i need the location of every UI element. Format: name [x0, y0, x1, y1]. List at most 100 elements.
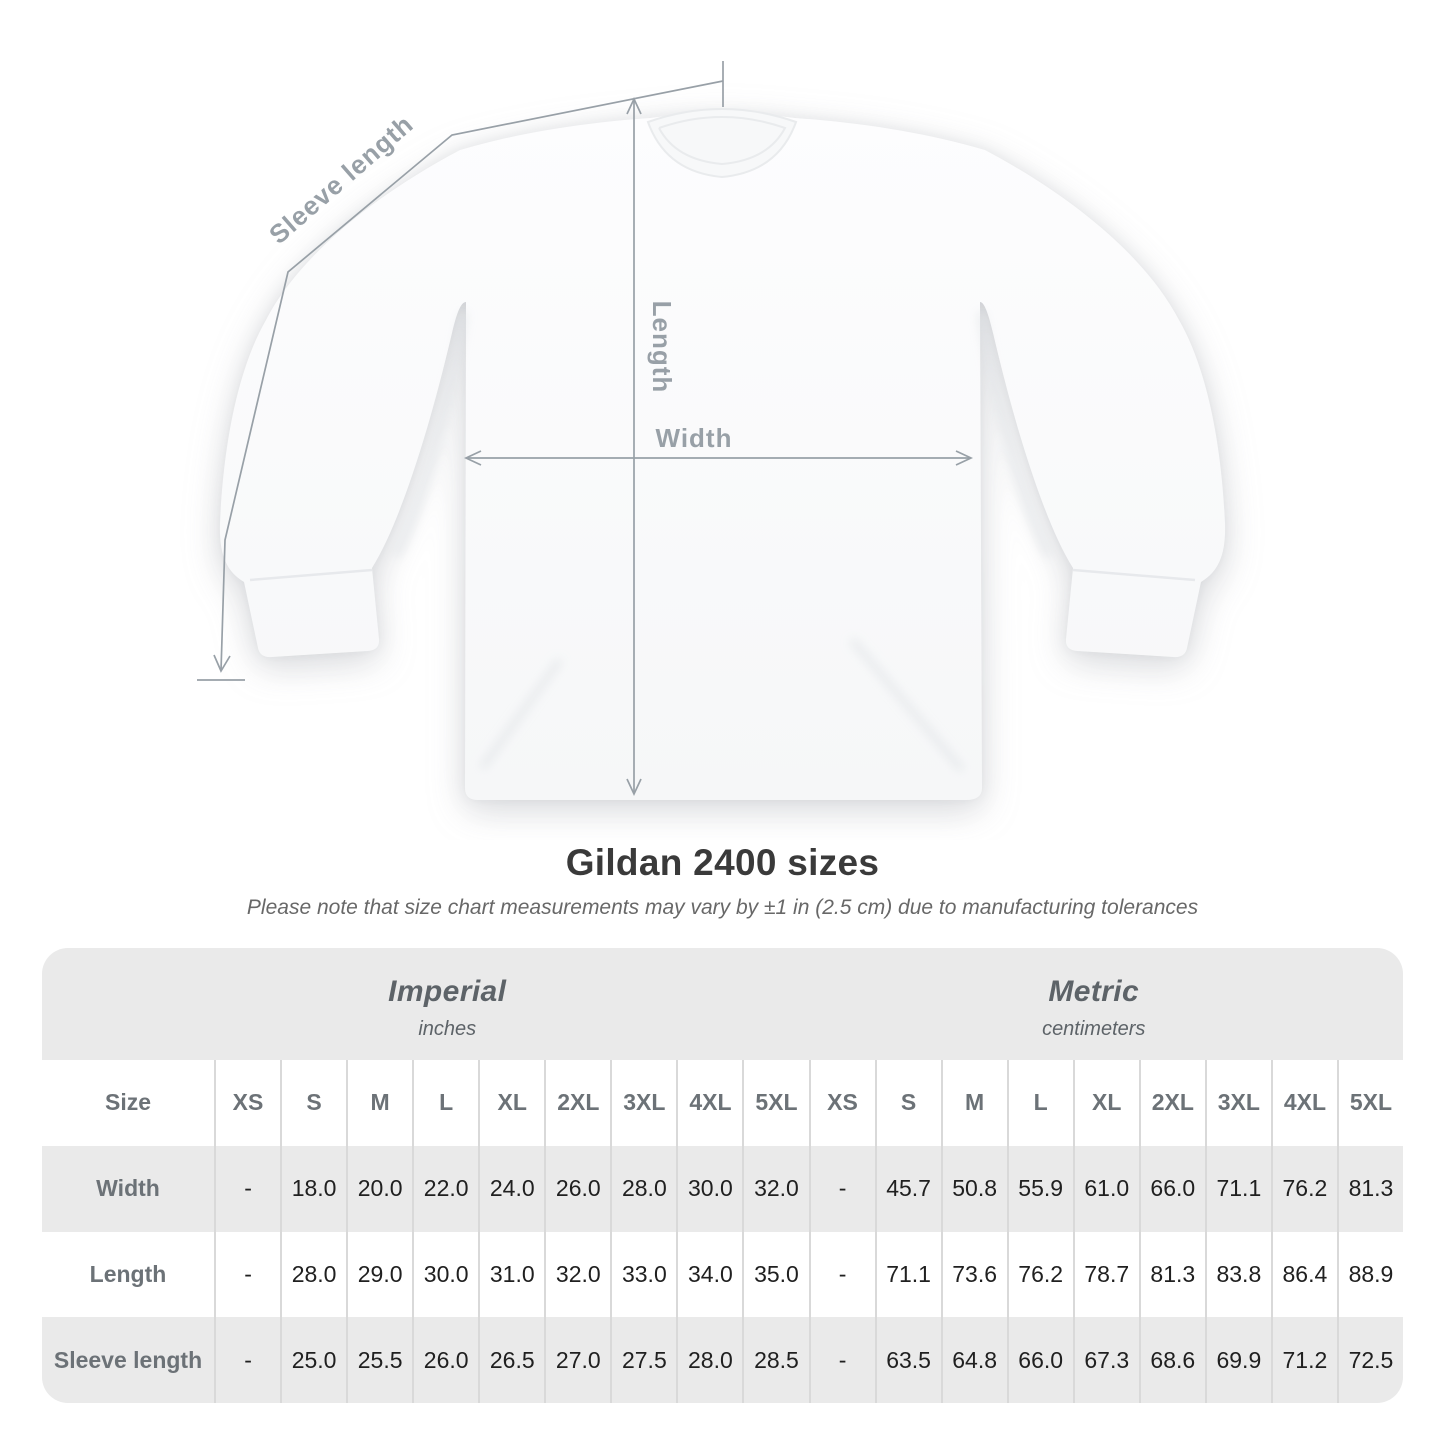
- value-cell: -: [214, 1145, 280, 1232]
- size-header-cell: M: [940, 1060, 1007, 1146]
- shirt-diagram-svg: Sleeve length Length Width: [197, 61, 1226, 800]
- size-header-cell: 2XL: [544, 1060, 611, 1146]
- right-cuff-seam: [1072, 568, 1196, 582]
- size-header-cell: XL: [478, 1060, 545, 1146]
- value-cell: 76.2: [1006, 1231, 1073, 1318]
- value-cell: 30.0: [412, 1231, 479, 1318]
- value-cell: 71.2: [1270, 1317, 1337, 1403]
- value-cell: 55.9: [1006, 1145, 1073, 1232]
- size-header-cell: 3XL: [1204, 1060, 1271, 1146]
- value-cell: 31.0: [478, 1231, 545, 1318]
- value-cell: -: [214, 1317, 280, 1403]
- value-cell: -: [808, 1145, 875, 1232]
- value-cell: 72.5: [1336, 1317, 1403, 1403]
- shirt-collar: [646, 108, 798, 179]
- size-header-cell: XS: [808, 1060, 875, 1146]
- value-cell: 34.0: [676, 1231, 743, 1318]
- unit-group-metric: Metric centimeters: [809, 948, 1404, 1060]
- value-cell: 24.0: [478, 1145, 544, 1232]
- size-header-cell: XL: [1072, 1060, 1139, 1146]
- value-cell: 28.0: [676, 1317, 742, 1403]
- value-cell: 45.7: [874, 1145, 941, 1232]
- value-cell: 88.9: [1336, 1231, 1403, 1318]
- value-cell: 26.5: [478, 1317, 544, 1403]
- body-fold-left: [479, 657, 563, 771]
- value-cell: 28.0: [280, 1231, 347, 1318]
- row-label: Length: [42, 1231, 214, 1318]
- value-cell: 83.8: [1204, 1231, 1271, 1318]
- size-header-cell: S: [874, 1060, 941, 1146]
- size-header-cell: 2XL: [1138, 1060, 1205, 1146]
- value-cell: 76.2: [1270, 1145, 1337, 1232]
- value-cell: 66.0: [1006, 1317, 1073, 1403]
- row-label: Width: [96, 1175, 160, 1202]
- value-cell: 20.0: [346, 1145, 412, 1232]
- value-cell: 35.0: [742, 1231, 809, 1318]
- shirt-diagram: Sleeve length Length Width: [197, 61, 1226, 800]
- value-cell: 26.0: [544, 1145, 610, 1232]
- left-armpit-crease: [392, 311, 468, 558]
- value-cell: 26.0: [412, 1317, 478, 1403]
- length-bottom-arrowhead: [626, 778, 642, 797]
- imperial-label: Imperial: [388, 975, 507, 1008]
- value-cell: 18.0: [280, 1145, 346, 1232]
- width-right-arrowhead: [955, 450, 974, 466]
- value-cell: 30.0: [676, 1145, 742, 1232]
- value-cell: 25.5: [346, 1317, 412, 1403]
- value-cell: 81.3: [1138, 1231, 1205, 1318]
- length-top-arrowhead: [626, 96, 642, 115]
- page-subtitle: Please note that size chart measurements…: [246, 896, 1199, 919]
- size-header-cell: 4XL: [1270, 1060, 1337, 1146]
- value-cell: 64.8: [940, 1317, 1007, 1403]
- body-fold-right: [849, 637, 965, 773]
- value-cell: 28.5: [742, 1317, 808, 1403]
- value-cell: 32.0: [544, 1231, 611, 1318]
- value-cell: 86.4: [1270, 1231, 1337, 1318]
- value-cell: 81.3: [1336, 1145, 1403, 1232]
- value-cell: 66.0: [1138, 1145, 1205, 1232]
- value-cell: 22.0: [412, 1145, 478, 1232]
- width-label: Width: [656, 423, 733, 453]
- value-cell: 67.3: [1072, 1317, 1139, 1403]
- measurement-lines: [197, 61, 974, 797]
- size-header-cell: S: [280, 1060, 347, 1146]
- row-label: Sleeve length: [53, 1346, 203, 1373]
- value-cell: -: [808, 1231, 875, 1318]
- value-cell: -: [214, 1231, 281, 1318]
- size-column-header: Size: [42, 1060, 214, 1146]
- size-header-cell: L: [1006, 1060, 1073, 1146]
- size-header-cell: L: [412, 1060, 479, 1146]
- left-cuff-seam: [249, 568, 373, 582]
- value-cell: 25.0: [280, 1317, 346, 1403]
- value-cell: 78.7: [1072, 1231, 1139, 1318]
- value-cell: 71.1: [874, 1231, 941, 1318]
- value-cell: 33.0: [610, 1231, 677, 1318]
- value-cell: 29.0: [346, 1231, 413, 1318]
- metric-label: Metric: [1048, 975, 1140, 1008]
- value-cell: 61.0: [1072, 1145, 1139, 1232]
- size-header-cell: 5XL: [1336, 1060, 1403, 1146]
- size-header-cell: 4XL: [676, 1060, 743, 1146]
- value-cell: 50.8: [940, 1145, 1007, 1232]
- size-header-cell: XS: [214, 1060, 281, 1146]
- length-label: Length: [647, 301, 677, 394]
- size-header-cell: 5XL: [742, 1060, 809, 1146]
- page-title: Gildan 2400 sizes: [565, 842, 880, 883]
- value-cell: 68.6: [1138, 1317, 1205, 1403]
- value-cell: 71.1: [1204, 1145, 1271, 1232]
- imperial-unit: inches: [418, 1018, 477, 1040]
- right-armpit-crease: [977, 311, 1053, 558]
- value-cell: 73.6: [940, 1231, 1007, 1318]
- value-cell: 27.0: [544, 1317, 610, 1403]
- value-cell: 32.0: [742, 1145, 808, 1232]
- value-cell: -: [808, 1317, 875, 1403]
- sleeve-length-arrowhead: [213, 654, 231, 673]
- value-cell: 28.0: [610, 1145, 676, 1232]
- size-chart-table: Imperial inches Metric centimeters Size …: [42, 948, 1403, 1403]
- size-header-cell: 3XL: [610, 1060, 677, 1146]
- value-cell: 63.5: [874, 1317, 941, 1403]
- value-cell: 27.5: [610, 1317, 676, 1403]
- shirt-silhouette: [219, 113, 1226, 800]
- unit-group-imperial: Imperial inches: [42, 948, 809, 1060]
- value-cell: 69.9: [1204, 1317, 1271, 1403]
